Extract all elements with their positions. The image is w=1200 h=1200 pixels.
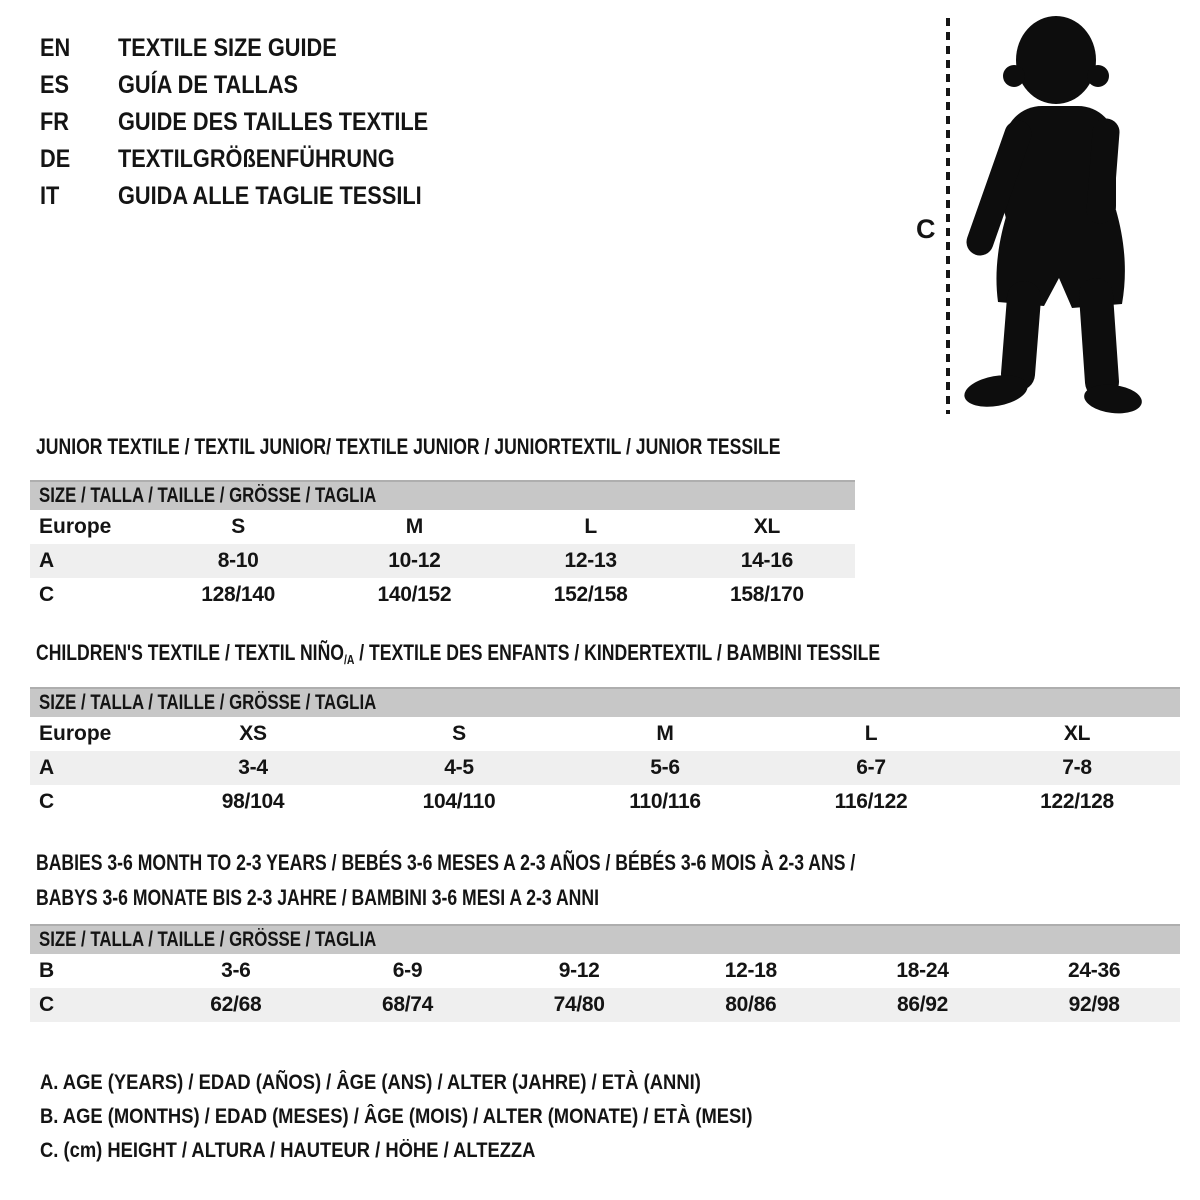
height-cell: 80/86: [725, 993, 777, 1016]
height-cell: 104/110: [422, 790, 496, 813]
table-row-age: A 8-10 10-12 12-13 14-16: [30, 544, 855, 578]
legend-line-b: B. AGE (MONTHS) / EDAD (MESES) / ÂGE (MO…: [40, 1105, 753, 1128]
height-cell: 158/170: [729, 583, 804, 606]
height-cell: 110/116: [629, 790, 701, 813]
lang-row-fr: FR GUIDE DES TAILLES TEXTILE: [40, 104, 475, 141]
row-label: Europe: [39, 515, 112, 538]
size-cell: M: [405, 515, 424, 538]
lang-row-it: IT GUIDA ALLE TAGLIE TESSILI: [40, 178, 475, 215]
height-cell: 152/158: [553, 583, 628, 606]
guide-title-fr: GUIDE DES TAILLES TEXTILE: [118, 108, 429, 136]
age-cell: 7-8: [1062, 756, 1092, 779]
months-cell: 6-9: [392, 959, 423, 982]
height-cell: 86/92: [896, 993, 949, 1016]
legend-line-c: C. (cm) HEIGHT / ALTURA / HAUTEUR / HÖHE…: [40, 1139, 536, 1162]
lang-row-en: EN TEXTILE SIZE GUIDE: [40, 30, 475, 67]
height-cell: 92/98: [1068, 993, 1120, 1016]
guide-title-en: TEXTILE SIZE GUIDE: [118, 34, 337, 62]
size-header-label: SIZE / TALLA / TAILLE / GRÖSSE / TAGLIA: [39, 691, 377, 714]
size-cell: XS: [239, 722, 267, 745]
table-row-region: Europe S M L XL: [30, 510, 855, 544]
lang-code: ES: [40, 71, 70, 99]
lang-code: IT: [40, 182, 60, 210]
months-cell: 18-24: [896, 959, 949, 982]
guide-title-de: TEXTILGRÖßENFÜHRUNG: [118, 145, 395, 173]
junior-size-table: SIZE / TALLA / TAILLE / GRÖSSE / TAGLIA …: [30, 480, 855, 612]
height-cell: 74/80: [553, 993, 605, 1016]
lang-row-es: ES GUÍA DE TALLAS: [40, 67, 475, 104]
lang-code: DE: [40, 145, 71, 173]
children-title-pre: CHILDREN'S TEXTILE / TEXTIL NIÑO: [36, 640, 344, 665]
age-cell: 6-7: [856, 756, 886, 779]
size-header-band: SIZE / TALLA / TAILLE / GRÖSSE / TAGLIA: [30, 687, 1180, 717]
age-cell: 4-5: [444, 756, 474, 779]
lang-row-de: DE TEXTILGRÖßENFÜHRUNG: [40, 141, 475, 178]
months-cell: 3-6: [221, 959, 251, 982]
size-cell: L: [584, 515, 597, 538]
children-title-sub: /A: [343, 652, 355, 667]
lang-code: EN: [40, 34, 71, 62]
size-cell: S: [231, 515, 245, 538]
babies-title-line1: BABIES 3-6 MONTH TO 2-3 YEARS / BEBÉS 3-…: [36, 849, 856, 875]
row-label: Europe: [39, 722, 112, 745]
height-cell: 128/140: [201, 583, 276, 606]
height-cell: 68/74: [381, 993, 434, 1016]
size-header-band: SIZE / TALLA / TAILLE / GRÖSSE / TAGLIA: [30, 924, 1180, 954]
age-cell: 5-6: [650, 756, 680, 779]
children-size-table: SIZE / TALLA / TAILLE / GRÖSSE / TAGLIA …: [30, 687, 1180, 819]
row-label: C: [39, 993, 55, 1016]
table-row-height: C 98/104 104/110 110/116 116/122 122/128: [30, 785, 1180, 819]
children-title-post: / TEXTILE DES ENFANTS / KINDERTEXTIL / B…: [354, 640, 881, 665]
age-cell: 3-4: [238, 756, 268, 779]
guide-title-it: GUIDA ALLE TAGLIE TESSILI: [118, 182, 422, 210]
size-cell: S: [452, 722, 466, 745]
children-section-title: CHILDREN'S TEXTILE / TEXTIL NIÑO/A / TEX…: [36, 640, 880, 667]
height-cell: 122/128: [1040, 790, 1114, 813]
size-cell: XL: [1063, 722, 1091, 745]
height-cell: 116/122: [834, 790, 908, 813]
table-row-age: A 3-4 4-5 5-6 6-7 7-8: [30, 751, 1180, 785]
babies-title-line2: BABYS 3-6 MONATE BIS 2-3 JAHRE / BAMBINI…: [36, 884, 599, 910]
height-figure: C: [898, 8, 1188, 423]
babies-size-table: SIZE / TALLA / TAILLE / GRÖSSE / TAGLIA …: [30, 924, 1180, 1022]
months-cell: 24-36: [1068, 959, 1121, 982]
babies-section-title: BABIES 3-6 MONTH TO 2-3 YEARS / BEBÉS 3-…: [36, 845, 1060, 915]
table-row-height: C 62/68 68/74 74/80 80/86 86/92 92/98: [30, 988, 1180, 1022]
age-cell: 12-13: [564, 549, 618, 572]
age-cell: 14-16: [740, 549, 794, 572]
age-cell: 8-10: [217, 549, 259, 572]
height-measure-label: C: [916, 214, 936, 244]
months-cell: 12-18: [724, 959, 778, 982]
row-label: A: [39, 549, 55, 572]
lang-code: FR: [40, 108, 69, 136]
size-header-label: SIZE / TALLA / TAILLE / GRÖSSE / TAGLIA: [39, 928, 377, 951]
row-label: C: [39, 583, 55, 606]
size-cell: L: [864, 722, 878, 745]
table-row-region: Europe XS S M L XL: [30, 717, 1180, 751]
table-row-months: B 3-6 6-9 9-12 12-18 18-24 24-36: [30, 954, 1180, 988]
row-label: A: [39, 756, 55, 779]
age-cell: 10-12: [388, 549, 441, 572]
size-cell: M: [656, 722, 674, 745]
baby-silhouette-icon: [964, 16, 1142, 414]
guide-title-es: GUÍA DE TALLAS: [118, 71, 299, 99]
language-title-list: EN TEXTILE SIZE GUIDE ES GUÍA DE TALLAS …: [40, 30, 475, 215]
height-measure-line: [946, 18, 950, 414]
size-header-label: SIZE / TALLA / TAILLE / GRÖSSE / TAGLIA: [39, 484, 377, 507]
height-cell: 62/68: [210, 993, 262, 1016]
row-label: C: [39, 790, 55, 813]
table-row-height: C 128/140 140/152 152/158 158/170: [30, 578, 855, 612]
row-label: B: [39, 959, 55, 982]
legend-line-a: A. AGE (YEARS) / EDAD (AÑOS) / ÂGE (ANS)…: [40, 1071, 701, 1094]
size-cell: XL: [753, 515, 781, 538]
height-cell: 98/104: [221, 790, 285, 813]
months-cell: 9-12: [558, 959, 600, 982]
size-header-band: SIZE / TALLA / TAILLE / GRÖSSE / TAGLIA: [30, 480, 855, 510]
measurement-legend: A. AGE (YEARS) / EDAD (AÑOS) / ÂGE (ANS)…: [40, 1066, 854, 1168]
junior-section-title: JUNIOR TEXTILE / TEXTIL JUNIOR/ TEXTILE …: [36, 434, 781, 459]
height-cell: 140/152: [377, 583, 452, 606]
